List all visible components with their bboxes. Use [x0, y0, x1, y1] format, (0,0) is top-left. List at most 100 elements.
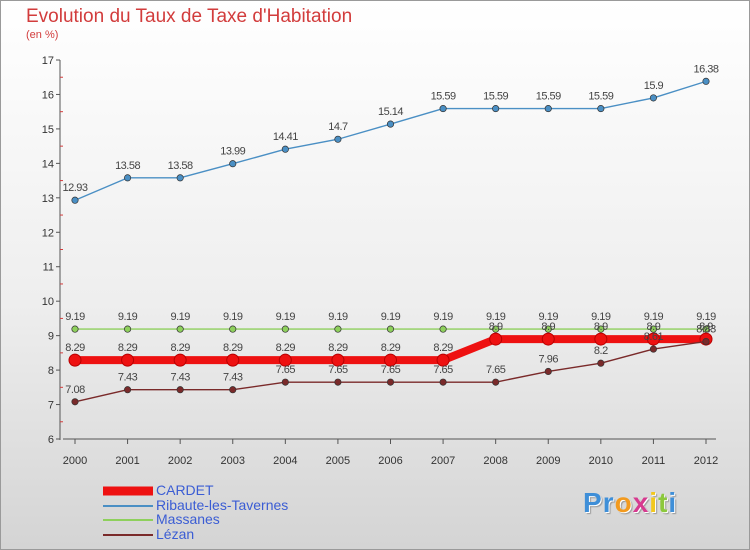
y-tick-label: 13: [42, 193, 54, 205]
legend-label: Ribaute-les-Tavernes: [156, 496, 289, 513]
data-label-ribaute-les-tavernes: 13.58: [168, 160, 193, 172]
data-label-cardet: 8.29: [433, 342, 453, 354]
data-label-massanes: 9.19: [591, 311, 611, 323]
data-point-cardet: [384, 353, 397, 367]
data-label-ribaute-les-tavernes: 14.7: [328, 121, 348, 133]
data-label-cardet: 8.29: [65, 342, 85, 354]
data-label-cardet: 8.9: [541, 321, 555, 333]
x-tick-label: 2003: [221, 455, 245, 467]
data-label-massanes: 9.19: [223, 311, 243, 323]
data-label-cardet: 8.29: [276, 342, 296, 354]
proxiti-logo: Proxiti: [583, 487, 677, 519]
y-tick-label: 10: [42, 296, 54, 308]
data-label-l-zan: 8.61: [644, 331, 664, 343]
data-point-cardet: [436, 353, 450, 367]
data-point-massanes: [176, 325, 184, 333]
data-point-massanes: [649, 325, 657, 333]
x-tick-label: 2001: [115, 455, 139, 467]
data-point-ribaute-les-tavernes: [386, 120, 395, 128]
data-label-massanes: 9.19: [433, 311, 453, 323]
data-point-ribaute-les-tavernes: [176, 174, 184, 182]
data-label-massanes: 9.19: [644, 311, 664, 323]
data-point-ribaute-les-tavernes: [334, 135, 342, 143]
data-point-l-zan: [492, 378, 500, 386]
data-label-ribaute-les-tavernes: 15.59: [588, 91, 613, 103]
data-point-l-zan: [597, 359, 605, 367]
data-point-cardet: [331, 353, 345, 367]
data-label-massanes: 9.19: [170, 311, 190, 323]
data-label-massanes: 9.19: [539, 311, 559, 323]
data-label-ribaute-les-tavernes: 15.59: [483, 91, 508, 103]
data-label-l-zan: 8.2: [594, 345, 608, 357]
logo-letter: i: [649, 487, 659, 518]
x-tick-label: 2007: [431, 455, 455, 467]
data-label-ribaute-les-tavernes: 16.38: [693, 63, 718, 75]
x-tick-label: 2005: [326, 455, 350, 467]
data-point-l-zan: [702, 337, 710, 346]
data-point-cardet: [173, 353, 187, 367]
data-label-cardet: 8.9: [489, 321, 503, 333]
x-tick-label: 2004: [273, 455, 297, 467]
logo-letter: r: [602, 487, 615, 518]
legend-item: Massanes: [103, 511, 363, 528]
data-label-l-zan: 7.43: [118, 372, 138, 384]
data-label-ribaute-les-tavernes: 12.93: [62, 182, 87, 194]
legend-swatch: [103, 486, 153, 496]
data-label-cardet: 8.29: [118, 342, 138, 354]
y-tick-label: 16: [42, 89, 54, 101]
data-label-l-zan: 7.08: [65, 384, 85, 396]
data-label-massanes: 9.19: [486, 311, 506, 323]
data-label-l-zan: 7.65: [328, 364, 348, 376]
data-point-l-zan: [229, 386, 237, 394]
data-label-ribaute-les-tavernes: 13.58: [115, 160, 140, 172]
data-point-l-zan: [71, 398, 79, 406]
chart-title: Evolution du Taux de Taxe d'Habitation: [26, 6, 353, 27]
data-point-ribaute-les-tavernes: [597, 105, 605, 113]
x-tick-label: 2010: [589, 455, 613, 467]
data-point-massanes: [124, 325, 132, 333]
data-label-ribaute-les-tavernes: 15.9: [644, 80, 664, 92]
y-tick-label: 6: [48, 434, 54, 446]
x-tick-label: 2006: [378, 455, 402, 467]
x-tick-label: 2011: [642, 455, 666, 467]
x-tick-label: 2012: [694, 455, 718, 467]
data-label-massanes: 9.19: [118, 311, 138, 323]
data-label-ribaute-les-tavernes: 14.41: [273, 131, 298, 143]
data-label-cardet: 8.29: [223, 342, 243, 354]
logo-letter: P: [583, 487, 603, 518]
x-tick-label: 2002: [168, 455, 192, 467]
legend-label: Lézan: [156, 525, 195, 542]
x-tick-label: 2008: [483, 455, 507, 467]
x-tick-label: 2000: [63, 455, 87, 467]
data-point-ribaute-les-tavernes: [492, 105, 500, 113]
data-point-l-zan: [281, 378, 289, 386]
data-point-massanes: [597, 325, 605, 333]
data-label-l-zan: 7.65: [486, 364, 506, 376]
y-tick-label: 8: [48, 365, 54, 377]
y-tick-label: 11: [43, 262, 54, 274]
data-point-ribaute-les-tavernes: [544, 105, 552, 113]
data-label-ribaute-les-tavernes: 15.59: [536, 91, 561, 103]
data-point-cardet: [68, 353, 82, 367]
data-point-cardet: [594, 332, 608, 346]
y-tick-label: 12: [42, 227, 54, 239]
data-point-ribaute-les-tavernes: [702, 77, 710, 85]
data-label-cardet: 8.9: [594, 321, 608, 333]
data-label-cardet: 8.29: [328, 342, 348, 354]
data-point-cardet: [278, 353, 292, 367]
data-point-massanes: [492, 325, 500, 333]
data-label-l-zan: 7.96: [539, 353, 559, 365]
legend-label: Massanes: [156, 511, 220, 527]
logo-letter: t: [658, 487, 669, 518]
chart-subtitle: (en %): [26, 29, 59, 41]
data-label-massanes: 9.19: [381, 311, 401, 323]
logo-letter: x: [632, 487, 650, 518]
data-point-cardet: [489, 332, 503, 346]
data-label-l-zan: 7.43: [170, 372, 190, 384]
data-point-l-zan: [386, 378, 395, 386]
legend-item: CARDET: [103, 482, 363, 499]
y-tick-label: 9: [48, 331, 54, 343]
y-tick-label: 17: [42, 55, 54, 67]
